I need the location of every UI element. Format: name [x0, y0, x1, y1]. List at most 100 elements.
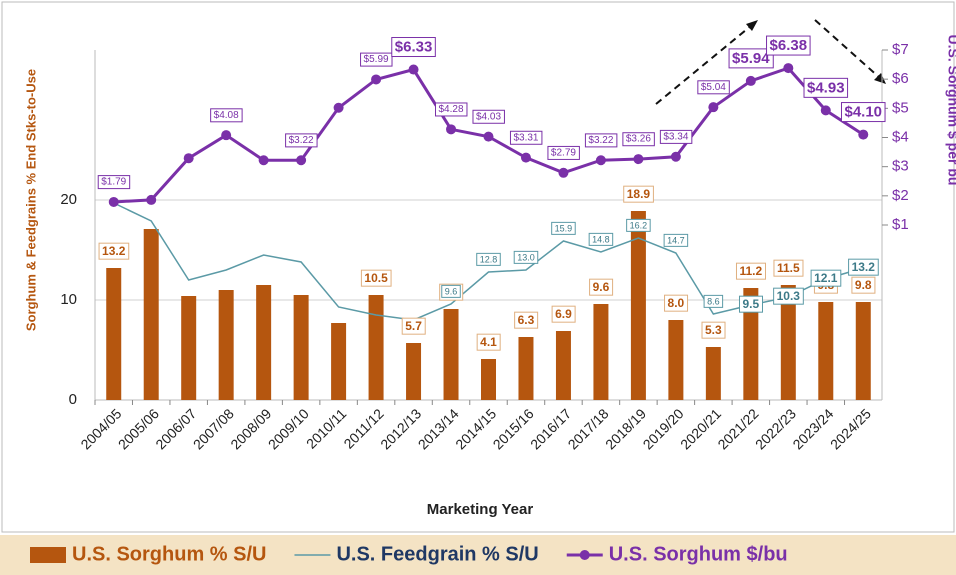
marker: [108, 196, 119, 207]
data-label: 13.2: [852, 260, 876, 274]
data-label: 9.6: [445, 286, 458, 296]
data-label: 8.6: [707, 296, 720, 306]
data-label: $4.10: [844, 104, 882, 121]
data-label-box: [626, 218, 651, 232]
frame: [1, 1, 955, 533]
data-label: $3.22: [289, 135, 314, 146]
data-label: 6.9: [555, 307, 572, 321]
data-label: $2.79: [551, 147, 576, 158]
marker: [520, 152, 531, 163]
data-label-box: [623, 185, 654, 203]
bar: [406, 343, 422, 400]
data-label: $4.03: [476, 111, 501, 122]
marker: [858, 129, 869, 140]
data-label: $5.99: [364, 54, 389, 65]
data-label-box: [622, 132, 655, 147]
data-label-box: [98, 242, 130, 260]
data-label-box: [285, 133, 318, 148]
data-label-box: [728, 48, 774, 69]
bar: [368, 295, 384, 400]
y2-tick-label: $2: [892, 187, 909, 204]
data-label-box: [851, 276, 876, 294]
marker: [670, 151, 681, 162]
bar: [293, 295, 309, 400]
y2-axis-label: U.S. Sorghum $ per bu: [945, 35, 956, 186]
data-label: $6.38: [770, 37, 808, 54]
data-label-box: [701, 321, 726, 339]
data-label: 15.9: [555, 223, 573, 233]
data-label-box: [584, 133, 618, 148]
legend-label: U.S. Sorghum $/bu: [609, 543, 788, 565]
trend-arrows: [655, 19, 881, 105]
marker: [408, 64, 419, 75]
line: [113, 202, 864, 321]
bar: [443, 309, 459, 400]
y-tick-label: 20: [60, 191, 77, 208]
marker: [296, 155, 307, 166]
data-label-box: [703, 294, 724, 308]
marker: [745, 75, 756, 86]
bar: [630, 211, 646, 400]
legend-band: [0, 535, 956, 575]
x-axis-label: Marketing Year: [427, 501, 534, 518]
marker: [820, 105, 831, 116]
bar: [481, 359, 496, 400]
data-label: 13.0: [517, 252, 535, 262]
marker: [146, 194, 157, 205]
data-label-box: [664, 294, 689, 312]
data-label-box: [766, 35, 811, 56]
data-label: 9.8: [855, 278, 872, 292]
data-label-box: [659, 129, 693, 144]
data-label-box: [441, 284, 461, 298]
bar: [181, 296, 197, 400]
marker: [708, 102, 719, 113]
bar: [855, 302, 871, 400]
bar: [218, 290, 234, 400]
bar: [555, 331, 571, 400]
marker: [446, 124, 457, 135]
y2-tick-label: $4: [892, 128, 909, 145]
data-label: 8.0: [668, 296, 685, 310]
marker: [221, 130, 232, 141]
data-label-box: [810, 269, 842, 287]
data-label: 13.2: [102, 244, 126, 258]
bar: [705, 347, 721, 400]
y2-tick-label: $6: [892, 70, 909, 87]
bar: [256, 285, 272, 400]
data-label: $3.26: [626, 134, 651, 145]
data-label-box: [738, 295, 763, 313]
data-label-box: [514, 311, 539, 329]
data-label-box: [589, 278, 614, 296]
arrow-heads: [746, 20, 886, 84]
data-label: 18.9: [627, 187, 651, 201]
legend-label: U.S. Sorghum % S/U: [72, 543, 266, 565]
data-label: 9.5: [742, 297, 759, 311]
data-label: $6.33: [395, 39, 433, 56]
data-label: 10.5: [364, 271, 388, 285]
marker: [183, 153, 194, 164]
marker: [595, 155, 606, 166]
data-label: $3.22: [588, 135, 613, 146]
bar: [743, 288, 759, 400]
y2-tick-label: $1: [892, 216, 909, 233]
y2-tick-label: $5: [892, 99, 909, 116]
data-label-box: [663, 233, 689, 247]
data-label: $1.79: [101, 177, 126, 188]
data-label: $3.34: [663, 131, 688, 142]
marker: [258, 155, 269, 166]
bar: [106, 268, 122, 400]
data-label-box: [360, 52, 393, 67]
data-label-box: [840, 102, 886, 123]
marker: [558, 167, 569, 178]
y2-tick-label: $7: [892, 41, 909, 58]
marker: [483, 131, 494, 142]
data-label-box: [97, 175, 131, 190]
data-label: 5.7: [405, 319, 422, 333]
data-label-box: [547, 145, 580, 160]
data-label-box: [773, 287, 804, 305]
data-label-box: [435, 102, 468, 117]
marker: [633, 154, 644, 165]
bar: [331, 323, 347, 400]
y-tick-label: 10: [60, 291, 77, 308]
